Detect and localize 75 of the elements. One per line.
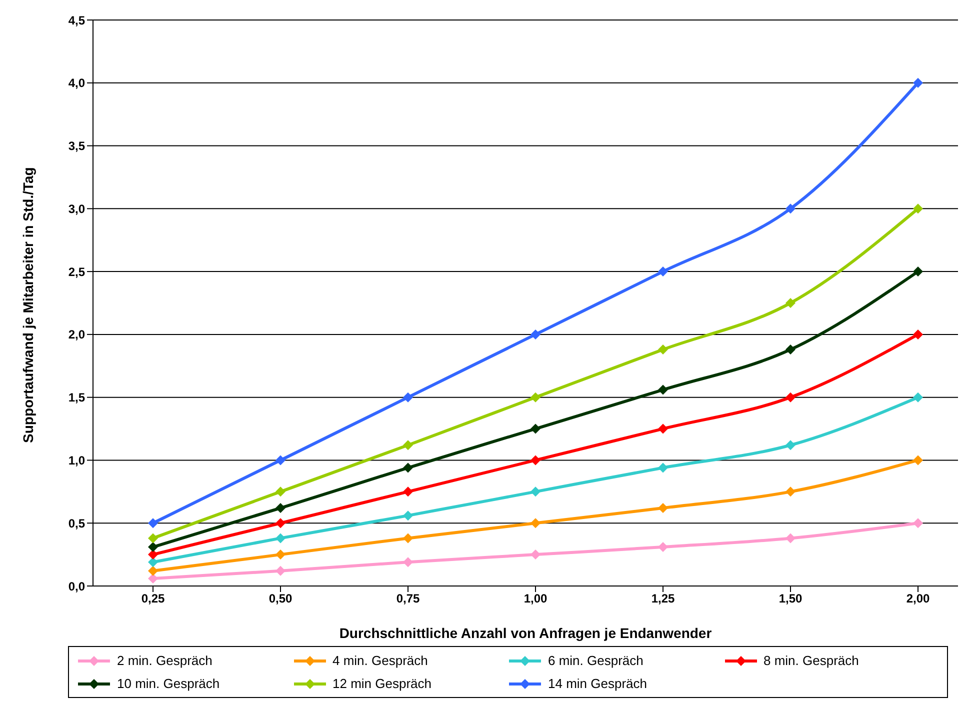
point xyxy=(913,78,923,88)
x-tick-label: 0,50 xyxy=(268,592,292,606)
point xyxy=(276,533,286,544)
point xyxy=(658,344,668,355)
y-tick-label: 1,5 xyxy=(68,390,86,405)
point xyxy=(786,204,796,214)
point xyxy=(658,424,668,434)
point xyxy=(148,542,158,552)
legend-label: 6 min. Gespräch xyxy=(548,653,644,668)
y-tick-label: 0,5 xyxy=(68,516,86,530)
y-axis-title: Supportaufwand je Mitarbeiter in Std./Tag xyxy=(20,167,36,443)
y-tick-label: 2,0 xyxy=(68,328,86,342)
point xyxy=(403,440,413,450)
point xyxy=(276,486,286,497)
point xyxy=(530,392,540,402)
point xyxy=(786,533,796,544)
point xyxy=(786,298,796,308)
point xyxy=(276,566,286,576)
y-tick-label: 0,0 xyxy=(68,579,86,594)
legend-label: 2 min. Gespräch xyxy=(117,653,212,668)
point xyxy=(658,542,668,552)
point xyxy=(148,566,158,576)
point xyxy=(530,455,540,466)
x-tick-label: 1,50 xyxy=(778,592,802,606)
point xyxy=(530,329,540,340)
point xyxy=(403,486,413,497)
x-tick-label: 0,25 xyxy=(141,592,165,606)
y-tick-label: 4,0 xyxy=(68,76,86,90)
legend-label: 4 min. Gespräch xyxy=(332,653,428,668)
y-tick-label: 3,0 xyxy=(68,202,86,216)
point xyxy=(403,533,413,544)
point xyxy=(276,503,286,514)
point xyxy=(403,462,413,473)
point xyxy=(913,518,923,528)
point xyxy=(276,518,286,528)
x-tick-label: 0,75 xyxy=(396,592,420,606)
point xyxy=(403,557,413,568)
point xyxy=(913,455,923,466)
point xyxy=(148,573,158,584)
point xyxy=(786,440,796,450)
legend-label: 14 min Gespräch xyxy=(548,676,647,691)
point xyxy=(658,503,668,514)
point xyxy=(786,392,796,402)
legend-label: 8 min. Gespräch xyxy=(764,653,859,668)
point xyxy=(913,329,923,340)
point xyxy=(530,550,540,560)
y-tick-label: 1,0 xyxy=(68,453,86,468)
y-tick-label: 3,5 xyxy=(68,139,86,154)
x-tick-label: 1,00 xyxy=(524,592,548,606)
point xyxy=(658,266,668,277)
point xyxy=(148,533,158,544)
point xyxy=(530,424,540,434)
y-tick-label: 4,5 xyxy=(68,13,86,28)
point xyxy=(403,510,413,521)
legend-label: 10 min. Gespräch xyxy=(117,676,220,691)
point xyxy=(530,486,540,497)
point xyxy=(148,550,158,560)
point xyxy=(530,518,540,528)
x-tick-label: 1,25 xyxy=(651,592,675,606)
point xyxy=(786,344,796,355)
point xyxy=(276,550,286,560)
point xyxy=(913,204,923,214)
point xyxy=(658,384,668,395)
point xyxy=(658,462,668,473)
point xyxy=(403,392,413,402)
point xyxy=(276,455,286,466)
x-tick-label: 2,00 xyxy=(906,592,930,606)
point xyxy=(913,392,923,402)
point xyxy=(148,557,158,568)
point xyxy=(786,486,796,497)
legend-label: 12 min Gespräch xyxy=(332,676,432,691)
point xyxy=(913,266,923,277)
x-axis-title: Durchschnittliche Anzahl von Anfragen je Endanwender xyxy=(339,625,712,641)
y-tick-label: 2,5 xyxy=(68,264,86,279)
point xyxy=(148,518,158,528)
